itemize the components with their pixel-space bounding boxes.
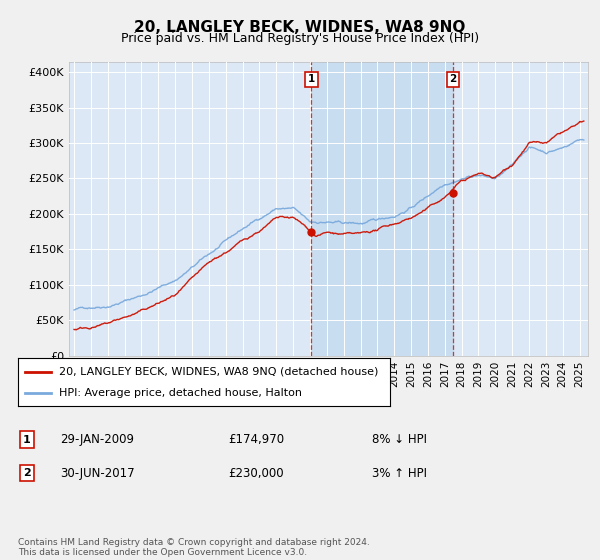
Text: 1: 1 xyxy=(308,74,315,85)
Text: 30-JUN-2017: 30-JUN-2017 xyxy=(60,466,134,480)
Text: £230,000: £230,000 xyxy=(228,466,284,480)
Text: 1: 1 xyxy=(23,435,31,445)
Text: 3% ↑ HPI: 3% ↑ HPI xyxy=(372,466,427,480)
Text: HPI: Average price, detached house, Halton: HPI: Average price, detached house, Halt… xyxy=(59,388,302,398)
Text: 2: 2 xyxy=(449,74,457,85)
Text: 2: 2 xyxy=(23,468,31,478)
Text: 20, LANGLEY BECK, WIDNES, WA8 9NQ (detached house): 20, LANGLEY BECK, WIDNES, WA8 9NQ (detac… xyxy=(59,367,378,377)
Text: 29-JAN-2009: 29-JAN-2009 xyxy=(60,433,134,446)
Bar xyxy=(311,62,453,356)
Text: 20, LANGLEY BECK, WIDNES, WA8 9NQ: 20, LANGLEY BECK, WIDNES, WA8 9NQ xyxy=(134,20,466,35)
Text: 8% ↓ HPI: 8% ↓ HPI xyxy=(372,433,427,446)
Text: Contains HM Land Registry data © Crown copyright and database right 2024.
This d: Contains HM Land Registry data © Crown c… xyxy=(18,538,370,557)
Text: £174,970: £174,970 xyxy=(228,433,284,446)
Text: Price paid vs. HM Land Registry's House Price Index (HPI): Price paid vs. HM Land Registry's House … xyxy=(121,32,479,45)
